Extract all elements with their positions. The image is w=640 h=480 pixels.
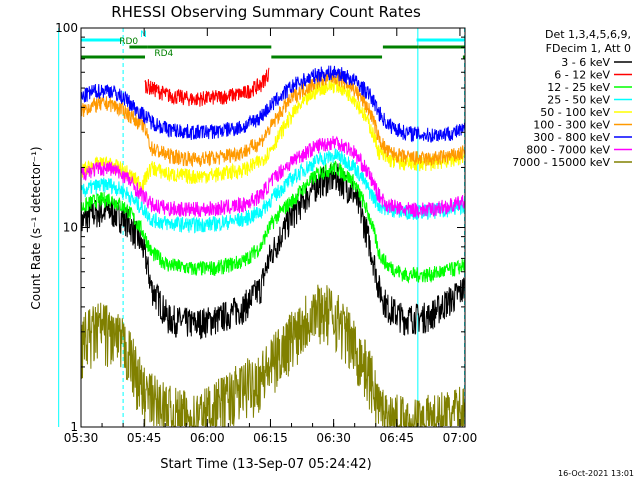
series-line-6 <box>80 65 466 143</box>
series-line-7 <box>80 135 466 219</box>
x-tick-label-6: 07:00 <box>443 431 478 445</box>
series-line-5 <box>80 70 466 168</box>
chart-title: RHESSI Observing Summary Count Rates <box>111 3 421 21</box>
legend-label-6: 300 - 800 keV <box>533 131 610 144</box>
legend-header-line-2: FDecim 1, Att 0 <box>546 42 631 55</box>
series-line-2 <box>80 160 466 284</box>
legend-label-3: 25 - 50 keV <box>547 94 610 107</box>
y-axis-label: Count Rate (s⁻¹ detector⁻¹) <box>29 146 43 309</box>
x-tick-label-1: 05:45 <box>127 431 162 445</box>
state-label-n: N <box>140 30 147 40</box>
legend-header-line-1: Det 1,3,4,5,6,9, <box>545 28 631 41</box>
x-tick-label-0: 05:30 <box>64 431 99 445</box>
x-tick-label-5: 06:45 <box>379 431 414 445</box>
x-tick-label-3: 06:15 <box>253 431 288 445</box>
legend-label-0: 3 - 6 keV <box>561 56 610 69</box>
series-line-1 <box>144 67 270 107</box>
legend-label-8: 7000 - 15000 keV <box>512 156 610 169</box>
legend-label-1: 6 - 12 keV <box>554 69 610 82</box>
series-line-3 <box>80 148 466 234</box>
legend-label-4: 50 - 100 keV <box>540 106 610 119</box>
legend: Det 1,3,4,5,6,9, FDecim 1, Att 0 3 - 6 k… <box>512 28 632 169</box>
legend-label-2: 12 - 25 keV <box>547 81 610 94</box>
y-axis: 1 10 100 <box>55 21 465 434</box>
x-tick-label-2: 06:00 <box>190 431 225 445</box>
state-label-rd0: RD0 <box>119 37 138 47</box>
y-tick-label-1: 10 <box>63 221 78 235</box>
series-line-0 <box>80 163 466 340</box>
y-tick-label-2: 100 <box>55 21 78 35</box>
series-line-8 <box>80 284 466 428</box>
footer-timestamp: 16-Oct-2021 13:01 <box>558 469 634 478</box>
state-label-rd4: RD4 <box>154 49 173 59</box>
x-axis: 05:30 05:45 06:00 06:15 06:30 06:45 07:00 <box>64 28 478 445</box>
x-tick-label-4: 06:30 <box>316 431 351 445</box>
legend-label-7: 800 - 7000 keV <box>526 144 610 157</box>
y-tick-label-0: 1 <box>70 420 78 434</box>
legend-label-5: 100 - 300 keV <box>533 119 610 132</box>
x-axis-label: Start Time (13-Sep-07 05:24:42) <box>160 457 371 472</box>
